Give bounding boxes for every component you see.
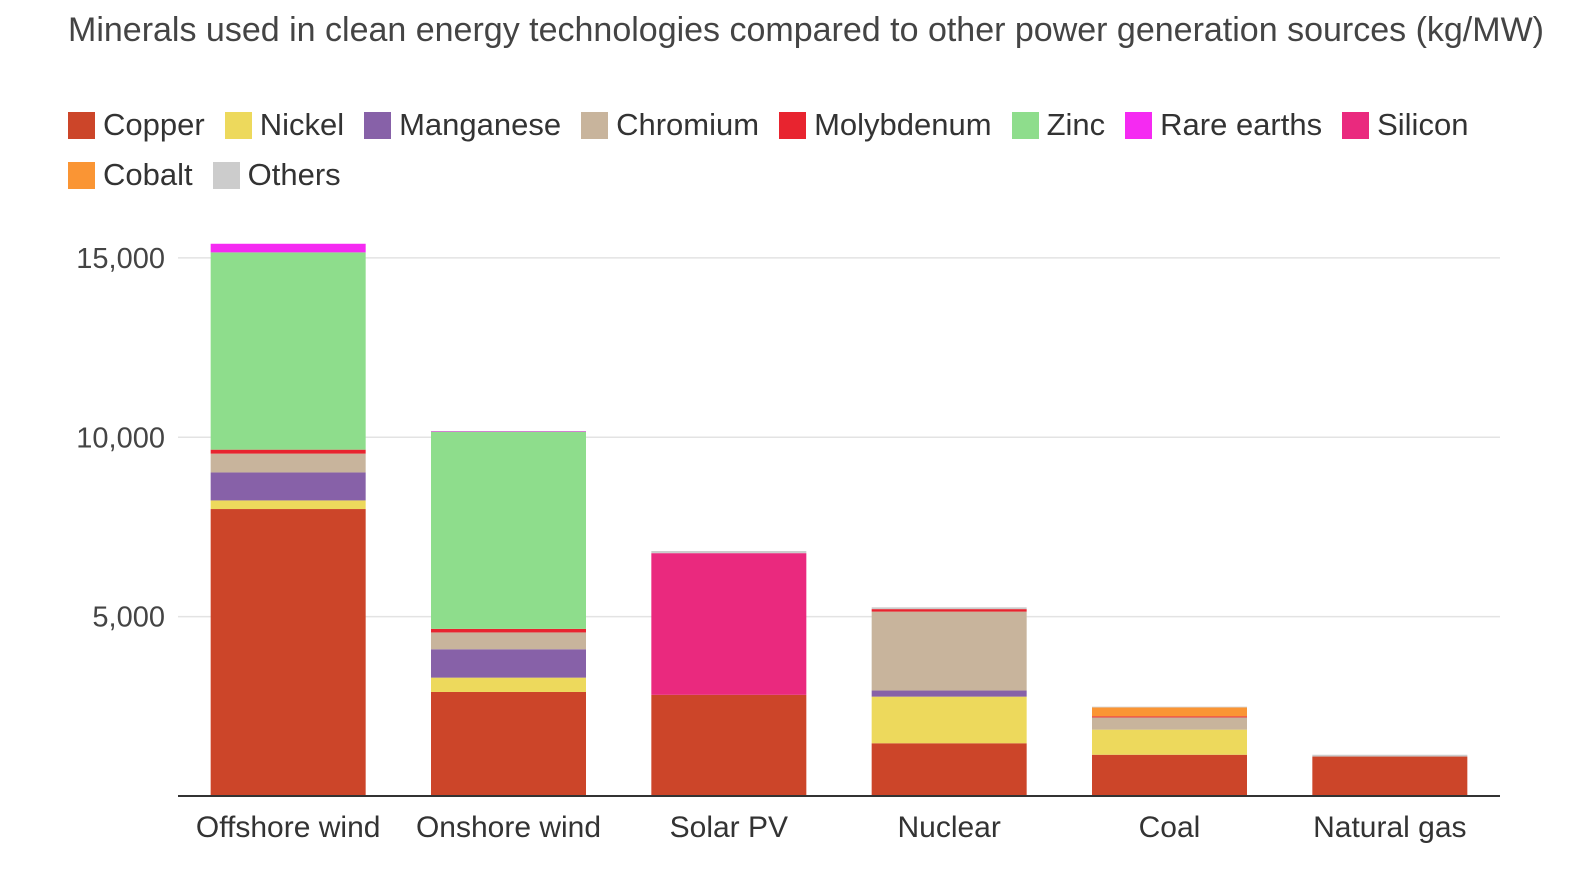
legend-swatch	[364, 111, 392, 139]
bar-segment-coal-chromium	[1092, 717, 1247, 730]
bar-segment-nuclear-manganese	[871, 690, 1027, 697]
bar-segment-nuclear-others	[871, 607, 1027, 610]
bar-segment-coal-molybdenum	[1092, 716, 1247, 718]
y-tick-label: 15,000	[76, 243, 165, 275]
legend-swatch	[1342, 111, 1370, 139]
x-tick-label: Solar PV	[670, 811, 788, 844]
legend-swatch	[212, 161, 240, 189]
legend-label: Rare earths	[1160, 107, 1323, 142]
legend-item-rare-earths: Rare earths	[1125, 108, 1322, 142]
bar-segment-onshore-wind-manganese	[431, 649, 586, 678]
legend-label: Chromium	[616, 107, 760, 142]
legend-label: Manganese	[399, 107, 562, 142]
bar-segment-offshore-wind-zinc	[210, 252, 366, 450]
y-tick-label: 10,000	[76, 422, 165, 454]
bar-segment-solar-pv-copper	[651, 694, 807, 796]
bar-segment-offshore-wind-molybdenum	[210, 449, 366, 454]
bar-segment-offshore-wind-nickel	[210, 500, 366, 510]
legend-item-others: Others	[212, 157, 341, 192]
bar-segment-solar-pv-others	[651, 551, 807, 554]
bar-segment-nuclear-chromium	[871, 611, 1027, 691]
bar-segment-coal-cobalt	[1092, 707, 1247, 717]
legend-item-silicon: Silicon	[1342, 108, 1468, 142]
x-tick-label: Coal	[1139, 811, 1201, 844]
legend-swatch	[68, 161, 95, 189]
bar-segment-onshore-wind-nickel	[431, 677, 586, 692]
x-tick-label: Onshore wind	[416, 811, 601, 844]
legend-swatch	[68, 111, 95, 139]
chart-title: Minerals used in clean energy technologi…	[68, 11, 1544, 49]
bar-segment-onshore-wind-rare-earths	[431, 431, 586, 432]
legend-label: Silicon	[1377, 107, 1469, 142]
x-tick-label: Offshore wind	[196, 811, 381, 844]
bar-segment-nuclear-copper	[871, 743, 1027, 796]
legend-item-cobalt: Cobalt	[68, 158, 193, 192]
legend-item-nickel: Nickel	[224, 107, 345, 142]
bar-segment-offshore-wind-chromium	[210, 453, 366, 473]
legend-swatch	[1011, 111, 1039, 139]
legend-label: Others	[247, 157, 341, 192]
legend-item-copper: Copper	[68, 108, 205, 142]
legend: Copper Nickel Manganese Chromium Molybdenum Z…	[68, 108, 1548, 192]
bar-segment-onshore-wind-copper	[431, 691, 586, 796]
legend-item-manganese: Manganese	[364, 108, 561, 142]
legend-label: Nickel	[259, 107, 345, 142]
legend-swatch	[581, 111, 609, 139]
bar-segment-onshore-wind-molybdenum	[431, 628, 586, 633]
bar-segment-nuclear-molybdenum	[871, 609, 1027, 612]
legend-item-chromium: Chromium	[581, 108, 759, 142]
legend-label: Zinc	[1046, 107, 1106, 142]
legend-item-molybdenum: Molybdenum	[779, 107, 992, 142]
axes: 5,000 10,000 15,000 Offshore wind Onshore wi…	[76, 243, 1500, 844]
bar-segment-onshore-wind-chromium	[431, 632, 586, 650]
bar-segment-onshore-wind-zinc	[431, 431, 586, 629]
bar-segment-solar-pv-silicon	[651, 553, 807, 695]
bar-segment-coal-nickel	[1092, 729, 1247, 755]
legend-swatch	[1125, 111, 1153, 139]
bar-segment-offshore-wind-copper	[210, 509, 366, 796]
y-tick-label: 5,000	[92, 602, 165, 634]
bar-segment-offshore-wind-rare-earths	[210, 243, 366, 253]
legend-swatch	[224, 111, 252, 139]
bars	[210, 243, 1468, 796]
legend-item-zinc: Zinc	[1011, 107, 1106, 142]
x-tick-label: Nuclear	[897, 811, 1000, 844]
legend-label: Cobalt	[103, 157, 193, 192]
bar-segment-nuclear-nickel	[871, 696, 1027, 744]
bar-segment-natural-gas-copper	[1312, 756, 1468, 796]
bar-segment-coal-others	[1092, 706, 1247, 708]
legend-label: Copper	[103, 107, 205, 142]
bar-segment-coal-copper	[1092, 754, 1247, 796]
legend-swatch	[779, 111, 807, 139]
gridlines	[178, 257, 1500, 618]
bar-segment-offshore-wind-manganese	[210, 472, 366, 501]
x-tick-label: Natural gas	[1313, 811, 1466, 844]
legend-label: Molybdenum	[814, 107, 992, 142]
bar-segment-natural-gas-others	[1312, 754, 1468, 757]
